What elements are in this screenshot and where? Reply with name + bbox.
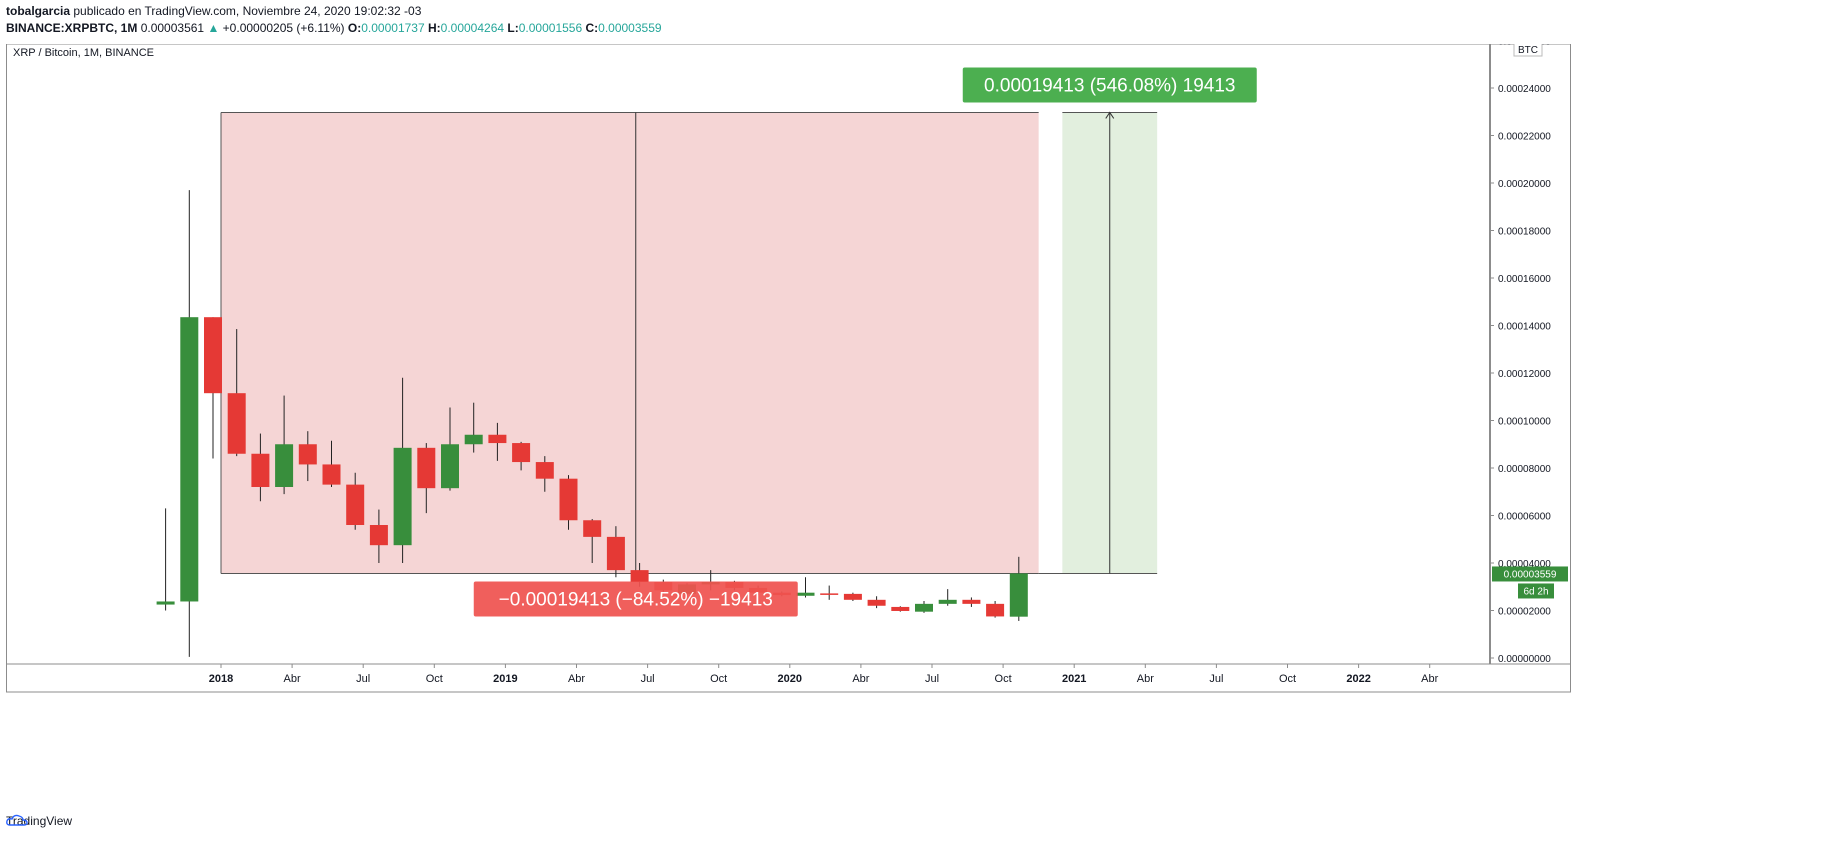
x-tick-label: Oct [426,673,443,685]
y-tick-label: 0.00014000 [1498,322,1551,333]
y-tick-label: 0.00006000 [1498,512,1551,523]
candle-body[interactable] [393,447,412,546]
x-tick-label: Abr [284,673,301,685]
price-tag: 0.00003559 [1504,569,1557,580]
y-tick-label: 0.00008000 [1498,464,1551,475]
currency-badge[interactable] [1513,44,1543,57]
price-tag-box [1492,566,1568,582]
tradingview-logo[interactable]: TradingView [6,814,72,828]
candle-body[interactable] [843,593,862,600]
long-position-label: 0.00019413 (546.08%) 19413 [984,75,1235,96]
currency-label: BTC [1518,45,1538,56]
x-tick-label: Jul [641,673,655,685]
candle-body[interactable] [251,453,270,487]
y-tick-label: 0.00012000 [1498,369,1551,380]
candle-body[interactable] [441,444,459,489]
candle-body[interactable] [915,603,933,612]
short-position-label-box[interactable] [473,581,798,617]
x-tick-label: 2019 [493,673,517,685]
time-axis[interactable] [6,663,1571,693]
candle-body[interactable] [275,444,294,487]
x-tick-label: Abr [852,673,869,685]
change-value: +0.00000205 (+6.11%) [222,21,345,35]
candle-body[interactable] [180,317,199,602]
candle-body[interactable] [630,570,649,582]
y-tick-label: 0.00010000 [1498,417,1551,428]
candle-body[interactable] [369,525,388,546]
countdown-box [1518,583,1554,599]
long-position-label-box[interactable] [962,67,1257,103]
long-arrow-head-icon [1105,111,1115,119]
tradingview-cloud-icon [6,814,28,826]
candle-body[interactable] [867,599,886,606]
x-tick-label: Oct [1279,673,1296,685]
price-axis[interactable] [1490,44,1571,665]
countdown: 6d 2h [1523,586,1548,597]
high-label: H: [427,21,441,35]
price-chart[interactable]: XRP / Bitcoin, 1M, BINANCE −0.00019413 (−… [6,44,1826,825]
y-tick-label: 0.00002000 [1498,607,1551,618]
candle-body[interactable] [583,520,602,537]
open-label: O: [347,21,362,35]
candle-body[interactable] [464,434,483,445]
x-tick-label: Oct [710,673,727,685]
publish-line: tobalgarcia publicado en TradingView.com… [6,4,421,18]
candle-body[interactable] [227,393,246,454]
short-position-zone[interactable] [221,112,1039,574]
candle-body[interactable] [1009,573,1028,617]
high-value: 0.00004264 [440,21,505,35]
publish-info: publicado en TradingView.com, Noviembre … [73,4,422,18]
candle-body[interactable] [820,593,839,595]
close-value: 0.00003559 [598,21,662,35]
x-tick-label: 2022 [1346,673,1370,685]
y-tick-label: 0.00004000 [1498,559,1551,570]
y-tick-label: 0.00016000 [1498,274,1551,285]
x-tick-label: 2020 [778,673,802,685]
x-tick-label: Jul [925,673,939,685]
candle-body[interactable] [322,464,341,485]
short-position-label: −0.00019413 (−84.52%) −19413 [499,589,773,610]
symbol-label: BINANCE:XRPBTC, 1M [6,21,138,35]
author-name[interactable]: tobalgarcia [6,4,71,18]
chart-area[interactable]: XRP / Bitcoin, 1M, BINANCE −0.00019413 (−… [6,44,1826,825]
x-tick-label: 2018 [209,673,233,685]
candle-body[interactable] [962,599,981,604]
candle-body[interactable] [512,443,531,463]
y-tick-label: 0.00018000 [1498,227,1551,238]
change-up-icon: ▲ [207,21,220,35]
x-tick-label: Oct [995,673,1012,685]
ohlc-line: BINANCE:XRPBTC, 1M 0.00003561 ▲ +0.00000… [6,21,662,35]
candle-body[interactable] [417,447,436,489]
candle-body[interactable] [559,478,578,521]
y-tick-label: 0.00000000 [1498,654,1551,665]
open-value: 0.00001737 [361,21,425,35]
candle-body[interactable] [204,317,222,394]
y-tick-label: 0.00022000 [1498,132,1551,143]
y-tick-label: 0.00020000 [1498,179,1551,190]
candle-body[interactable] [938,599,957,604]
x-tick-label: Jul [356,673,370,685]
x-tick-label: 2021 [1062,673,1086,685]
x-tick-label: Abr [1421,673,1438,685]
candle-body[interactable] [156,601,175,605]
x-tick-label: Jul [1209,673,1223,685]
x-tick-label: Abr [1137,673,1154,685]
candle-body[interactable] [346,484,365,525]
last-price: 0.00003561 [140,21,205,35]
chart-title: XRP / Bitcoin, 1M, BINANCE [13,47,154,59]
close-label: C: [585,21,599,35]
x-tick-label: Abr [568,673,585,685]
candle-body[interactable] [891,606,910,611]
candle-body[interactable] [535,462,554,479]
y-tick-label: 0.00024000 [1498,84,1551,95]
candle-body[interactable] [796,592,815,596]
candle-body[interactable] [986,603,1005,617]
candle-body[interactable] [606,536,625,571]
low-label: L: [507,21,519,35]
candle-body[interactable] [488,434,507,444]
candle-body[interactable] [298,444,317,465]
low-value: 0.00001556 [518,21,583,35]
